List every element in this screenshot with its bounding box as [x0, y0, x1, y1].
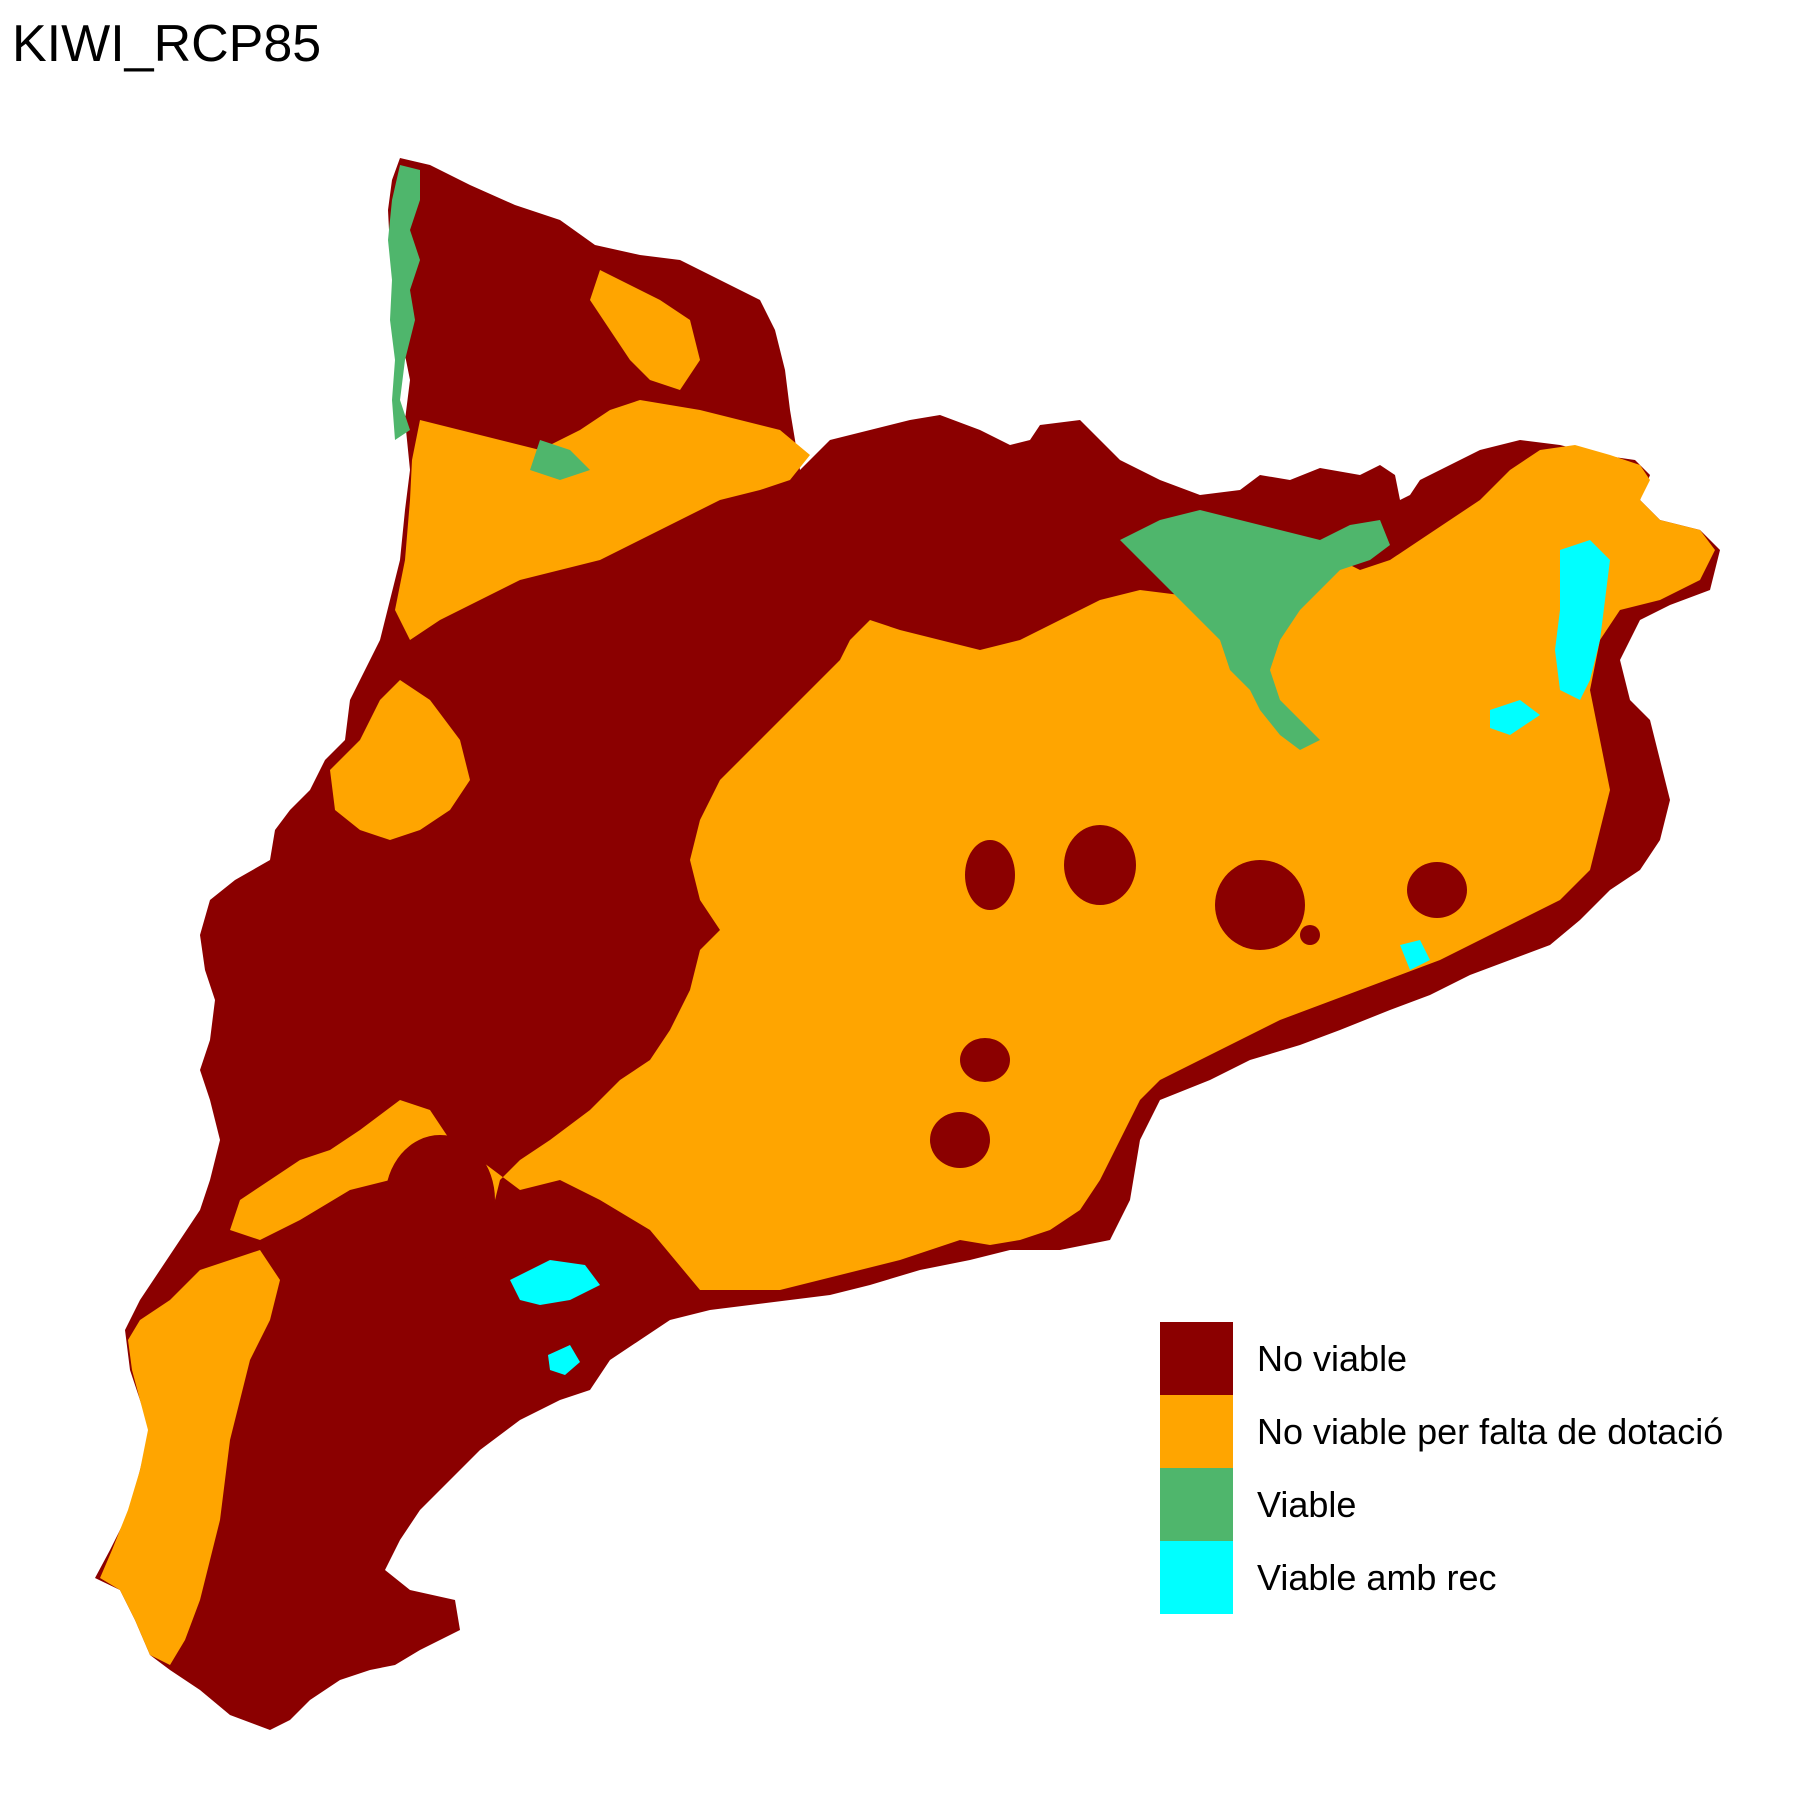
map-title: KIWI_RCP85: [12, 15, 322, 73]
legend-label-no-viable-dotacio: No viable per falta de dotació: [1257, 1410, 1724, 1452]
region-viable-north: [388, 165, 420, 440]
legend-label-viable-rec: Viable amb rec: [1257, 1556, 1497, 1598]
legend-swatch-viable: [1160, 1468, 1233, 1541]
map-legend: No viable No viable per falta de dotació…: [1160, 1322, 1723, 1614]
legend-item-viable-rec: Viable amb rec: [1160, 1541, 1723, 1614]
legend-label-viable: Viable: [1257, 1483, 1357, 1525]
legend-swatch-viable-rec: [1160, 1541, 1233, 1614]
enclave-no-viable-1: [1064, 825, 1136, 905]
enclave-no-viable-8: [1300, 925, 1320, 945]
region-viable-north-2: [530, 440, 590, 480]
region-no-viable-dotacio-valley: [590, 270, 700, 390]
legend-swatch-no-viable-dotacio: [1160, 1395, 1233, 1468]
legend-item-viable: Viable: [1160, 1468, 1723, 1541]
enclave-no-viable-5: [960, 1038, 1010, 1082]
enclave-no-viable-6: [930, 1112, 990, 1168]
legend-swatch-no-viable: [1160, 1322, 1233, 1395]
legend-label-no-viable: No viable: [1257, 1337, 1408, 1379]
region-no-viable-dotacio-west: [330, 680, 470, 840]
enclave-no-viable-4: [965, 840, 1015, 910]
region-viable-rec-delta: [510, 1260, 600, 1305]
region-viable-rec-delta-2: [548, 1345, 580, 1375]
legend-item-no-viable: No viable: [1160, 1322, 1723, 1395]
region-no-viable-dotacio-north: [395, 400, 810, 640]
enclave-no-viable-2: [1215, 860, 1305, 950]
legend-item-no-viable-dotacio: No viable per falta de dotació: [1160, 1395, 1723, 1468]
region-viable-rec-coast: [1400, 940, 1430, 970]
region-viable-central: [1120, 510, 1390, 750]
enclave-no-viable-7: [385, 1135, 495, 1265]
enclave-no-viable-3: [1407, 862, 1467, 918]
region-viable-rec-east: [1555, 540, 1610, 700]
region-viable-rec-east-2: [1490, 700, 1540, 735]
region-no-viable-dotacio-south: [100, 1250, 280, 1665]
